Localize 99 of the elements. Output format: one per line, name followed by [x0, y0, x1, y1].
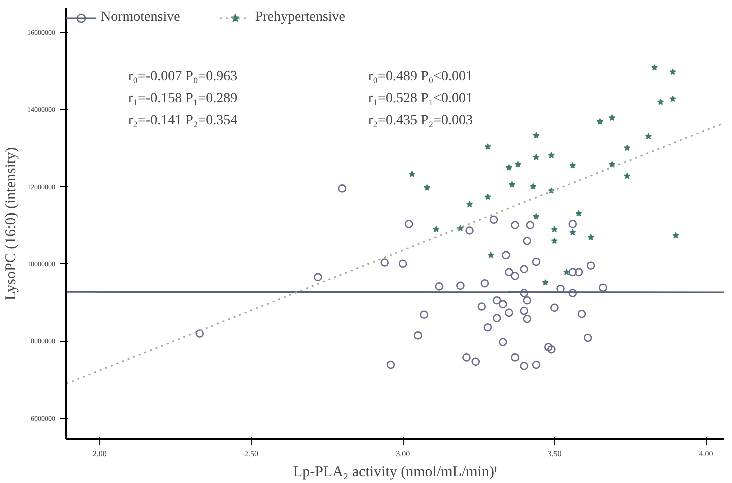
point: [568, 289, 578, 298]
point: [551, 238, 558, 244]
point: [526, 221, 535, 230]
legend-label: Prehypertensive: [255, 10, 346, 26]
point: [624, 172, 631, 180]
point: [556, 284, 565, 294]
point: [408, 170, 416, 178]
point: [420, 310, 428, 320]
point: [523, 296, 532, 305]
point: [492, 296, 502, 305]
point: [532, 258, 541, 266]
point: [533, 154, 540, 160]
point: [523, 314, 532, 324]
point: [568, 268, 578, 277]
x-tick-label: 3.00: [396, 450, 410, 458]
x-tick-label: 3.50: [548, 450, 562, 458]
point: [520, 289, 529, 298]
point: [570, 162, 576, 169]
point: [466, 226, 474, 235]
point: [433, 226, 440, 233]
x-tick-label: 2.00: [92, 450, 107, 458]
point: [533, 213, 540, 220]
point: [550, 304, 559, 312]
point: [563, 268, 570, 276]
point: [670, 96, 676, 102]
point: [532, 360, 541, 370]
point: [457, 224, 464, 232]
point: [596, 118, 604, 125]
annotation: r₀=-0.007 P₀=0.963: [128, 70, 238, 84]
point: [551, 226, 558, 233]
point: [338, 184, 347, 193]
point: [520, 362, 529, 370]
annotation: r₁=-0.158 P₁=0.289: [128, 92, 238, 106]
point: [314, 273, 322, 282]
point: [472, 358, 480, 366]
point: [492, 314, 502, 322]
point: [570, 229, 576, 236]
point: [608, 114, 616, 122]
point: [386, 360, 396, 370]
point: [505, 268, 514, 277]
point: [514, 161, 522, 168]
point: [520, 265, 529, 274]
point: [672, 232, 680, 239]
point: [466, 201, 474, 208]
point: [484, 144, 492, 150]
point: [568, 220, 578, 228]
point: [586, 262, 596, 270]
legend-label: Normotensive: [101, 10, 180, 26]
point: [657, 98, 664, 106]
y-axis-title: LysoPC (16:0) (intensity): [4, 147, 20, 301]
point: [530, 183, 537, 190]
point: [588, 234, 594, 241]
point: [508, 181, 516, 188]
point: [398, 260, 408, 268]
point: [544, 343, 553, 352]
point: [645, 133, 652, 140]
point: [533, 132, 540, 139]
point: [502, 251, 510, 260]
point: [511, 272, 520, 280]
point: [599, 284, 608, 292]
point: [484, 323, 492, 332]
point: [424, 184, 431, 191]
point: [488, 252, 494, 258]
point: [511, 354, 520, 362]
point: [478, 302, 486, 311]
point: [578, 310, 586, 318]
annotation: r₀=0.489 P₀<0.001: [368, 70, 474, 84]
point: [576, 210, 582, 217]
point: [505, 308, 514, 318]
point: [506, 164, 513, 171]
point: [584, 334, 592, 342]
point: [498, 300, 508, 309]
point: [404, 220, 414, 228]
annotation: r₂=-0.141 P₂=0.354: [128, 114, 238, 128]
point: [523, 237, 532, 246]
point: [511, 221, 520, 230]
point: [490, 216, 498, 224]
x-axis-title: Lp-PLA₂ activity (nmol/mL/min)ᶠ: [293, 464, 498, 480]
point: [435, 282, 444, 291]
point: [624, 144, 631, 152]
point: [548, 345, 556, 354]
point: [456, 282, 465, 290]
x-tick-label: 4.00: [699, 450, 714, 458]
point: [480, 279, 490, 288]
point: [484, 194, 492, 200]
point: [380, 258, 390, 267]
point: [670, 68, 676, 76]
point: [462, 354, 471, 362]
annotation: r₁=0.528 P₁<0.001: [368, 92, 474, 106]
point: [498, 338, 508, 346]
point: [414, 332, 422, 340]
x-tick-label: 2.50: [244, 450, 258, 458]
annotation: r₂=0.435 P₂=0.003: [368, 114, 474, 128]
point: [542, 279, 549, 286]
point: [574, 268, 584, 277]
point: [651, 64, 658, 71]
point: [548, 152, 556, 158]
point: [196, 330, 204, 338]
point: [520, 306, 529, 316]
